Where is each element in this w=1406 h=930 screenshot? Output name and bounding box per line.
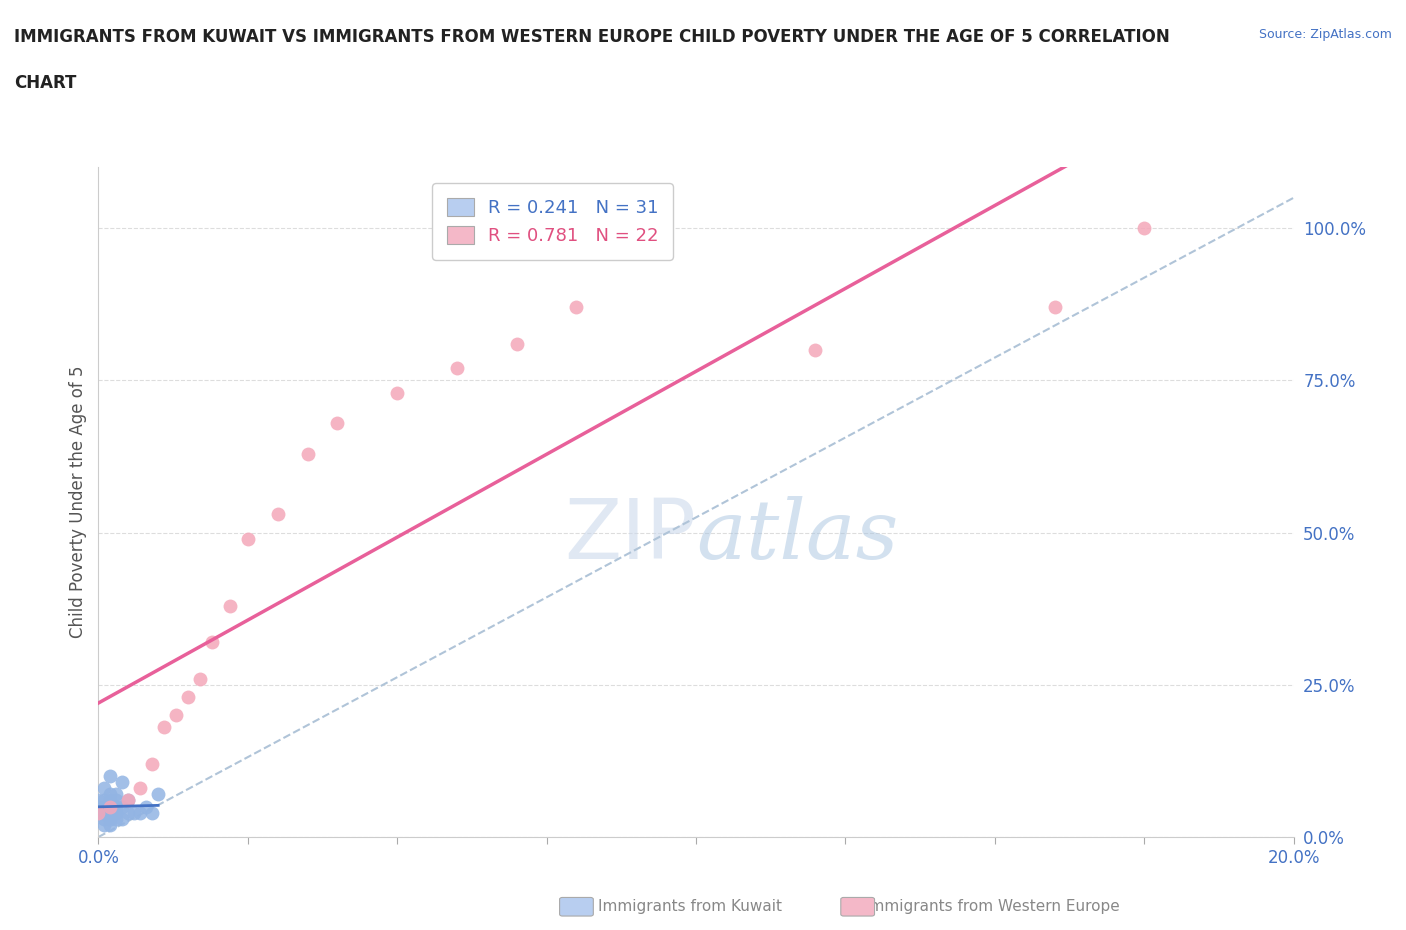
Point xyxy=(219,598,242,613)
Point xyxy=(93,799,115,814)
Point xyxy=(165,708,187,723)
Text: ZIP: ZIP xyxy=(564,495,696,577)
Point xyxy=(804,342,827,357)
Text: Immigrants from Western Europe: Immigrants from Western Europe xyxy=(865,899,1119,914)
Text: Source: ZipAtlas.com: Source: ZipAtlas.com xyxy=(1258,28,1392,41)
Point xyxy=(98,799,122,814)
Legend: R = 0.241   N = 31, R = 0.781   N = 22: R = 0.241 N = 31, R = 0.781 N = 22 xyxy=(432,183,673,259)
Point xyxy=(105,787,128,802)
Point xyxy=(93,781,115,796)
Point xyxy=(565,300,588,315)
Point xyxy=(446,361,468,376)
Point xyxy=(98,799,122,814)
Text: atlas: atlas xyxy=(696,496,898,576)
Point xyxy=(326,416,349,431)
Point xyxy=(1133,220,1156,235)
Point xyxy=(111,775,134,790)
Point xyxy=(87,799,110,814)
Y-axis label: Child Poverty Under the Age of 5: Child Poverty Under the Age of 5 xyxy=(69,365,87,639)
Point xyxy=(93,811,115,826)
Text: Immigrants from Kuwait: Immigrants from Kuwait xyxy=(598,899,782,914)
Point xyxy=(98,817,122,832)
Point xyxy=(117,793,139,808)
Point xyxy=(1043,300,1066,315)
Point xyxy=(93,817,115,832)
Text: IMMIGRANTS FROM KUWAIT VS IMMIGRANTS FROM WESTERN EUROPE CHILD POVERTY UNDER THE: IMMIGRANTS FROM KUWAIT VS IMMIGRANTS FRO… xyxy=(14,28,1170,46)
Point xyxy=(98,787,122,802)
Point xyxy=(111,811,134,826)
Point xyxy=(117,793,139,808)
Text: CHART: CHART xyxy=(14,74,76,92)
Point xyxy=(87,805,110,820)
Point xyxy=(98,793,122,808)
Point xyxy=(117,805,139,820)
Point xyxy=(87,793,110,808)
Point xyxy=(124,805,146,820)
Point xyxy=(98,805,122,820)
Point xyxy=(93,805,115,820)
Point xyxy=(141,805,163,820)
Point xyxy=(267,507,290,522)
Point xyxy=(385,385,409,400)
Point xyxy=(98,811,122,826)
Point xyxy=(135,799,157,814)
Point xyxy=(141,756,163,771)
Point xyxy=(87,805,110,820)
Point xyxy=(201,635,224,650)
Point xyxy=(129,805,152,820)
Point xyxy=(105,799,128,814)
Point xyxy=(177,689,200,704)
Point xyxy=(153,720,176,735)
Point xyxy=(148,787,170,802)
Point xyxy=(93,793,115,808)
Point xyxy=(129,781,152,796)
Point xyxy=(506,337,529,352)
Point xyxy=(105,811,128,826)
Point xyxy=(297,446,319,461)
Point xyxy=(98,769,122,784)
Point xyxy=(105,805,128,820)
Point xyxy=(188,671,211,686)
Point xyxy=(111,799,134,814)
Point xyxy=(236,531,259,546)
Point xyxy=(105,793,128,808)
